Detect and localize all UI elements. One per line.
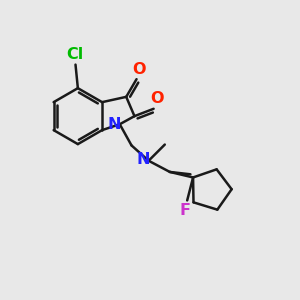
Text: F: F xyxy=(179,203,190,218)
Text: N: N xyxy=(136,152,150,167)
Text: N: N xyxy=(108,117,121,132)
Text: Cl: Cl xyxy=(66,47,83,62)
Text: O: O xyxy=(132,62,146,77)
Text: O: O xyxy=(150,91,163,106)
